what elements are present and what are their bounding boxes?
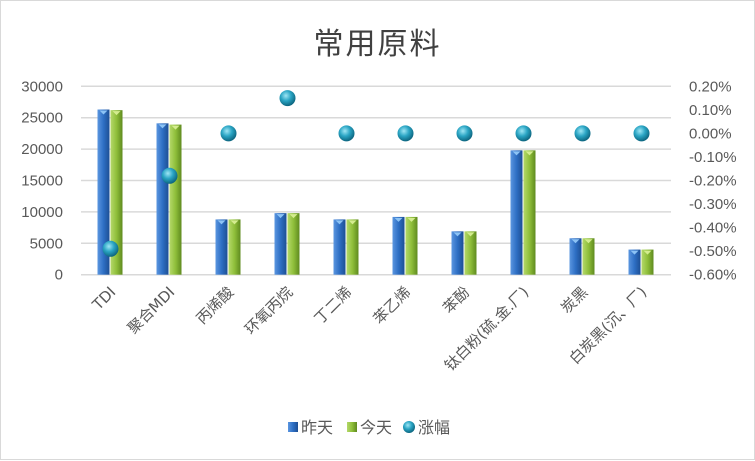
bar-today <box>641 249 654 275</box>
legend-label-yesterday: 昨天 <box>301 418 333 437</box>
change-point <box>456 125 473 142</box>
left-axis-tick: 10000 <box>21 204 63 221</box>
bar-cap <box>348 220 357 225</box>
bar-cap <box>335 220 344 225</box>
change-point <box>338 125 355 142</box>
right-axis-tick: 0.20% <box>689 78 732 95</box>
right-axis-tick: -0.40% <box>689 220 737 237</box>
legend-swatch-yesterday <box>288 422 298 432</box>
bar-today <box>110 110 123 275</box>
bar-cap <box>466 232 475 237</box>
category-label: 苯乙烯 <box>370 283 415 328</box>
bar-yesterday <box>628 249 641 275</box>
bar-cap <box>289 214 298 219</box>
right-axis-tick: -0.30% <box>689 196 737 213</box>
bar-cap <box>394 217 403 222</box>
bar-cap <box>217 220 226 225</box>
category-label: 聚合MDI <box>124 283 178 337</box>
category-label: 炭黑 <box>557 283 591 317</box>
bar-cap <box>230 220 239 225</box>
change-point <box>633 125 650 142</box>
left-axis-tick: 20000 <box>21 141 63 158</box>
bar-cap <box>407 217 416 222</box>
chart-title: 常用原料 <box>313 27 442 62</box>
category-label: 丁二烯 <box>311 283 356 328</box>
bar-cap <box>453 232 462 237</box>
bar-today <box>523 150 536 275</box>
bar-today <box>169 124 182 275</box>
change-point <box>515 125 532 142</box>
change-point <box>574 125 591 142</box>
right-axis-tick: 0.10% <box>689 102 732 119</box>
bar-today <box>346 219 359 275</box>
bar-yesterday <box>215 219 228 275</box>
change-point <box>279 90 296 107</box>
left-axis-tick: 30000 <box>21 78 63 95</box>
bar-yesterday <box>333 219 346 275</box>
left-axis-tick: 5000 <box>30 235 63 252</box>
legend-swatch-change <box>403 421 415 433</box>
bar-yesterday <box>156 123 169 275</box>
bar-yesterday <box>274 213 287 275</box>
bar-cap <box>571 239 580 244</box>
legend-swatch-today <box>347 422 357 432</box>
legend-label-change: 涨幅 <box>418 418 450 437</box>
bar-yesterday <box>97 109 110 275</box>
legend-label-today: 今天 <box>360 418 392 437</box>
bar-cap <box>525 151 534 156</box>
bar-cap <box>112 111 121 116</box>
bar-cap <box>512 151 521 156</box>
category-label: 环氧丙烷 <box>241 283 296 338</box>
bar-today <box>464 231 477 275</box>
left-axis-tick: 0 <box>55 267 63 284</box>
right-axis-tick: -0.20% <box>689 173 737 190</box>
bar-cap <box>584 239 593 244</box>
change-point <box>397 125 414 142</box>
right-axis-tick: -0.50% <box>689 243 737 260</box>
left-axis-tick: 15000 <box>21 173 63 190</box>
bar-today <box>405 216 418 275</box>
change-point <box>161 167 178 184</box>
left-axis-tick: 25000 <box>21 110 63 127</box>
bar-cap <box>630 250 639 255</box>
category-label: 苯酚 <box>439 283 473 317</box>
bar-yesterday <box>569 238 582 275</box>
bar-cap <box>643 250 652 255</box>
bar-cap <box>171 125 180 130</box>
bar-cap <box>276 214 285 219</box>
bar-cap <box>99 110 108 115</box>
change-point <box>102 240 119 257</box>
bar-yesterday <box>510 150 523 275</box>
change-point <box>220 125 237 142</box>
right-axis-tick: -0.60% <box>689 267 737 284</box>
bar-today <box>228 219 241 275</box>
bar-yesterday <box>451 231 464 275</box>
right-axis-tick: 0.00% <box>689 125 732 142</box>
category-label: TDI <box>88 283 119 314</box>
bar-yesterday <box>392 216 405 275</box>
category-label: 丙烯酸 <box>193 283 238 328</box>
bar-today <box>582 238 595 275</box>
bar-today <box>287 213 300 275</box>
bar-cap <box>158 124 167 129</box>
right-axis-tick: -0.10% <box>689 149 737 166</box>
